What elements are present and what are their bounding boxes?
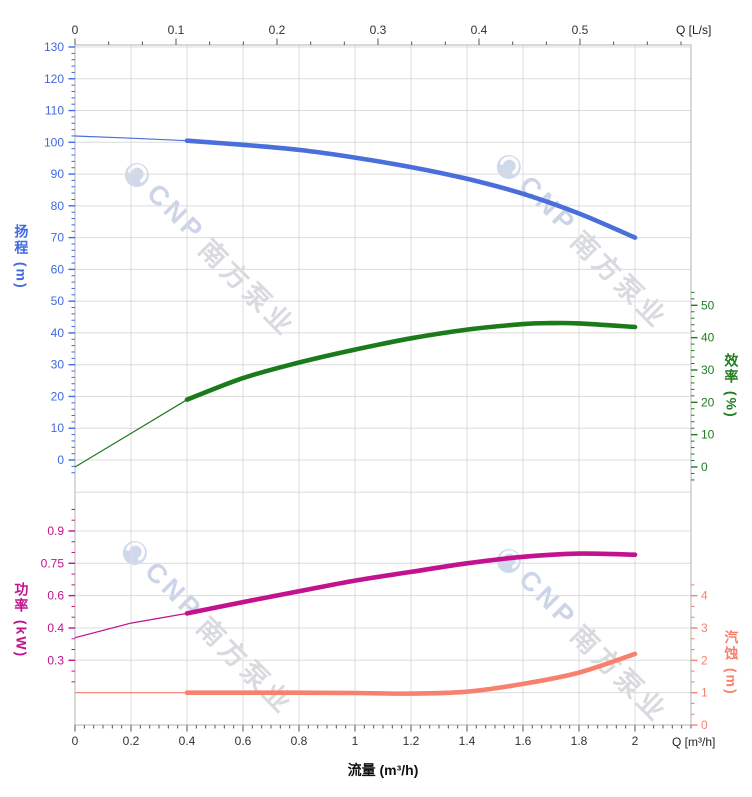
bottom-tick-label: 0.2	[123, 734, 140, 748]
power-curve	[184, 551, 638, 616]
head-tick-label: 20	[51, 389, 65, 403]
head-tick-label: 70	[51, 231, 65, 245]
watermark: CNP 南方泵业	[486, 144, 678, 336]
cnp-logo-icon	[491, 148, 528, 185]
npsh-axis-title: 汽蚀 (m)	[723, 630, 740, 696]
power-axis-title: 功率 (kW)	[13, 582, 30, 659]
watermark: CNP 南方泵业	[112, 530, 304, 722]
head-tick-label: 0	[57, 453, 64, 467]
head-tick-label: 110	[45, 104, 64, 118]
power-tick-label: 0.9	[47, 524, 64, 538]
curves	[74, 135, 638, 696]
head-tick-label: 50	[51, 294, 65, 308]
efficiency-tick-label: 10	[701, 428, 715, 442]
power-axis: 0.3 0.4 0.6 0.75 0.9	[41, 508, 75, 683]
bottom-tick-label: 0	[72, 734, 79, 748]
npsh-axis: 0 1 2 3 4	[691, 584, 708, 732]
efficiency-tick-label: 0	[701, 460, 708, 474]
head-curve	[184, 138, 638, 240]
bottom-tick-label: 1.6	[515, 734, 532, 748]
flow-axis-title: 流量 (m³/h)	[347, 762, 419, 778]
efficiency-tick-label: 30	[701, 363, 715, 377]
bottom-tick-label: 0.8	[291, 734, 308, 748]
head-axis: 0 10 20 30 40 50 60 70 80 90 100 110 120 130	[44, 40, 75, 474]
head-tick-label: 90	[51, 167, 65, 181]
bottom-tick-label: 1.2	[403, 734, 420, 748]
power-curve-lead	[74, 612, 188, 639]
head-tick-label: 130	[44, 40, 64, 54]
efficiency-tick-label: 50	[701, 298, 715, 312]
power-tick-label: 0.75	[41, 556, 65, 570]
top-tick-label: 0.3	[370, 23, 387, 37]
bottom-axis-unit-label: Q [m³/h]	[672, 735, 715, 749]
head-tick-label: 40	[51, 326, 65, 340]
power-tick-label: 0.6	[47, 589, 64, 603]
top-tick-label: 0.5	[572, 23, 589, 37]
head-tick-label: 80	[51, 199, 65, 213]
efficiency-curve	[184, 320, 638, 402]
gridlines	[75, 45, 691, 725]
head-tick-label: 120	[44, 72, 64, 86]
efficiency-axis-title: 效率 (%)	[723, 353, 740, 419]
efficiency-axis: 0 10 20 30 40 50	[691, 291, 715, 481]
npsh-tick-label: 0	[701, 718, 708, 732]
power-tick-label: 0.3	[47, 653, 64, 667]
power-tick-label: 0.4	[47, 621, 64, 635]
efficiency-curve-lead	[74, 399, 188, 468]
top-tick-label: 0.1	[168, 23, 185, 37]
head-curve-lead	[74, 135, 188, 142]
top-tick-label: 0	[72, 23, 79, 37]
bottom-tick-label: 0.6	[235, 734, 252, 748]
bottom-tick-label: 2	[632, 734, 639, 748]
bottom-tick-label: 1	[352, 734, 359, 748]
head-axis-title: 扬程 (m)	[13, 224, 30, 290]
head-tick-label: 60	[51, 262, 65, 276]
bottom-tick-label: 0.4	[179, 734, 196, 748]
top-axis-unit-label: Q [L/s]	[676, 23, 711, 37]
efficiency-tick-label: 40	[701, 331, 715, 345]
npsh-tick-label: 4	[701, 589, 708, 603]
head-tick-label: 10	[51, 421, 65, 435]
npsh-tick-label: 2	[701, 653, 708, 667]
watermark: CNP 南方泵业	[486, 538, 678, 730]
npsh-tick-label: 1	[701, 686, 708, 700]
top-tick-label: 0.2	[269, 23, 286, 37]
bottom-tick-label: 1.4	[459, 734, 476, 748]
plot-border	[74, 44, 692, 726]
npsh-tick-label: 3	[701, 621, 708, 635]
bottom-tick-label: 1.8	[571, 734, 588, 748]
npsh-curve	[184, 651, 638, 696]
top-axis: 0 0.1 0.2 0.3 0.4 0.5 Q [L/s]	[72, 23, 711, 45]
head-tick-label: 30	[51, 358, 65, 372]
efficiency-tick-label: 20	[701, 395, 715, 409]
bottom-axis: 0 0.2 0.4 0.6 0.8 1 1.2 1.4 1.6 1.8 2 Q [m³/h]	[72, 725, 715, 749]
cnp-logo-icon	[491, 542, 528, 579]
cnp-logo-icon	[117, 534, 154, 571]
top-tick-label: 0.4	[471, 23, 488, 37]
head-tick-label: 100	[44, 135, 64, 149]
